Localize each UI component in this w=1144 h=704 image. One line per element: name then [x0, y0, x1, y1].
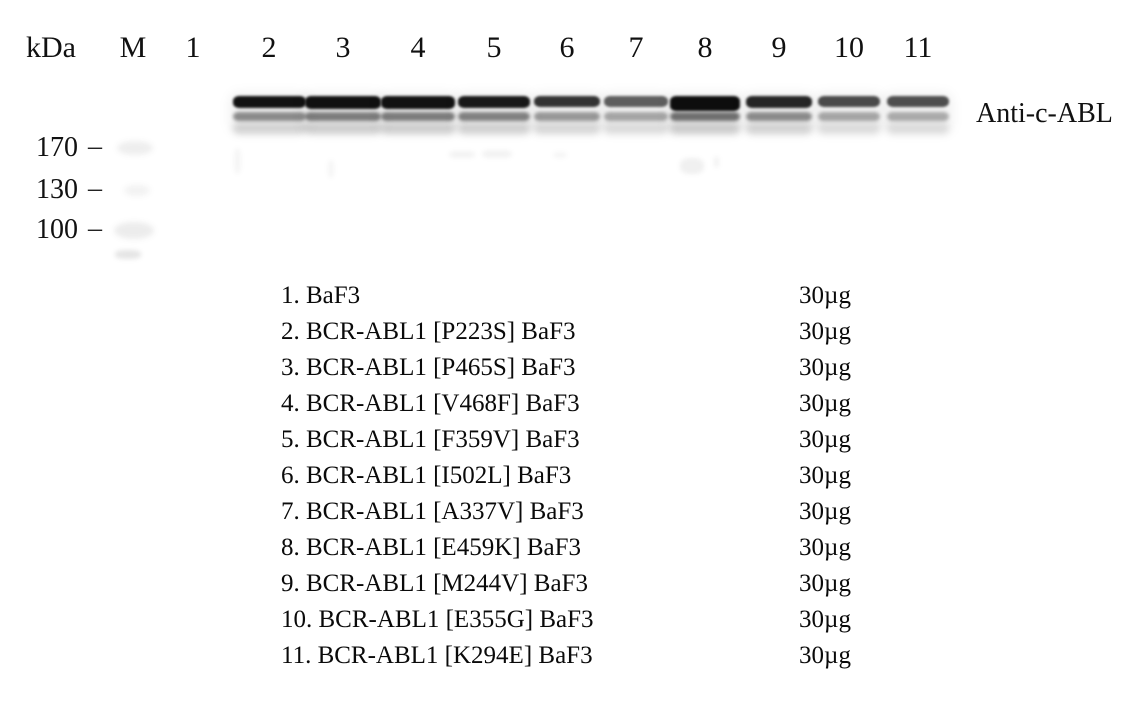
lane-label-11: 11 — [903, 31, 933, 64]
lane-band-bottom — [458, 112, 530, 121]
lane-label-M: M — [119, 31, 147, 64]
lane-label-4: 4 — [410, 31, 426, 64]
legend-amount: 30µg — [799, 534, 851, 561]
legend-amount: 30µg — [799, 354, 851, 381]
marker-tick-label: 130 — [36, 174, 78, 205]
legend-row: 10. BCR-ABL1 [E355G] BaF3 30µg — [281, 602, 941, 638]
lane-label-3: 3 — [335, 31, 351, 64]
lane-band-top — [305, 96, 381, 109]
legend-row: 4. BCR-ABL1 [V468F] BaF3 30µg — [281, 386, 941, 422]
lane-smear — [458, 123, 530, 134]
lane-label-1: 1 — [185, 31, 201, 64]
lane-label-9: 9 — [771, 31, 787, 64]
legend-row: 8. BCR-ABL1 [E459K] BaF3 30µg — [281, 530, 941, 566]
legend-row: 6. BCR-ABL1 [I502L] BaF3 30µg — [281, 458, 941, 494]
lane-band-bottom — [534, 112, 600, 121]
lane-band-top — [534, 96, 600, 107]
legend-row: 2. BCR-ABL1 [P223S] BaF3 30µg — [281, 314, 941, 350]
legend-row: 11. BCR-ABL1 [K294E] BaF3 30µg — [281, 638, 941, 674]
lane-smear — [818, 123, 880, 134]
legend-sample: 10. BCR-ABL1 [E355G] BaF3 — [281, 606, 594, 633]
lane-band-top — [670, 96, 740, 111]
legend-amount: 30µg — [799, 606, 851, 633]
lane-smear — [670, 123, 740, 134]
artifact-smudge — [449, 151, 475, 158]
legend-row: 3. BCR-ABL1 [P465S] BaF3 30µg — [281, 350, 941, 386]
lane-band-bottom — [670, 112, 740, 121]
legend-sample: 7. BCR-ABL1 [A337V] BaF3 — [281, 498, 584, 525]
marker-band — [117, 141, 153, 155]
legend-sample: 4. BCR-ABL1 [V468F] BaF3 — [281, 390, 580, 417]
lane-band-bottom — [818, 112, 880, 121]
lane-band-top — [458, 96, 530, 108]
legend-amount: 30µg — [799, 390, 851, 417]
lane-smear — [305, 123, 381, 134]
legend-amount: 30µg — [799, 498, 851, 525]
artifact-smudge — [233, 148, 241, 174]
lane-label-5: 5 — [486, 31, 502, 64]
antibody-label: Anti-c-ABL — [976, 98, 1113, 129]
legend-row: 7. BCR-ABL1 [A337V] BaF3 30µg — [281, 494, 941, 530]
artifact-smudge — [328, 160, 334, 178]
legend-row: 1. BaF3 30µg — [281, 278, 941, 314]
lane-smear — [534, 123, 600, 134]
legend-sample: 11. BCR-ABL1 [K294E] BaF3 — [281, 642, 593, 669]
artifact-smudge — [553, 152, 567, 158]
marker-tick-dash: – — [88, 173, 102, 204]
marker-tick-label: 170 — [36, 132, 78, 163]
lane-band-top — [818, 96, 880, 107]
lane-band-bottom — [887, 112, 949, 121]
lane-band-top — [887, 96, 949, 107]
legend-sample: 8. BCR-ABL1 [E459K] BaF3 — [281, 534, 581, 561]
lane-smear — [381, 123, 455, 134]
marker-band — [114, 221, 154, 239]
artifact-smudge — [713, 156, 719, 168]
legend-amount: 30µg — [799, 462, 851, 489]
lane-label-8: 8 — [697, 31, 713, 64]
lane-band-top — [381, 96, 455, 109]
legend-sample: 5. BCR-ABL1 [F359V] BaF3 — [281, 426, 580, 453]
legend-amount: 30µg — [799, 318, 851, 345]
lane-band-bottom — [381, 112, 455, 121]
legend-sample: 3. BCR-ABL1 [P465S] BaF3 — [281, 354, 576, 381]
lane-band-top — [604, 96, 668, 107]
lane-smear — [232, 123, 306, 134]
artifact-smudge — [115, 250, 141, 259]
lane-band-top — [746, 96, 812, 108]
lane-band-bottom — [305, 112, 381, 121]
lane-label-10: 10 — [834, 31, 864, 64]
lane-smear — [746, 123, 812, 134]
legend-sample: 1. BaF3 — [281, 282, 361, 309]
legend-amount: 30µg — [799, 642, 851, 669]
lane-band-bottom — [232, 112, 306, 121]
marker-tick-label: 100 — [36, 214, 78, 245]
lane-band-bottom — [746, 112, 812, 121]
legend-amount: 30µg — [799, 426, 851, 453]
marker-band — [124, 184, 150, 196]
legend-sample: 9. BCR-ABL1 [M244V] BaF3 — [281, 570, 588, 597]
sample-legend: 1. BaF3 30µg 2. BCR-ABL1 [P223S] BaF3 30µg 3… — [281, 278, 941, 674]
lane-label-2: 2 — [261, 31, 277, 64]
marker-tick-dash: – — [88, 131, 102, 162]
legend-sample: 6. BCR-ABL1 [I502L] BaF3 — [281, 462, 572, 489]
legend-amount: 30µg — [799, 570, 851, 597]
lane-smear — [887, 123, 949, 134]
lane-label-6: 6 — [559, 31, 575, 64]
lane-band-bottom — [604, 112, 668, 121]
lane-smear — [604, 123, 668, 134]
marker-tick-dash: – — [88, 213, 102, 244]
artifact-smudge — [680, 158, 704, 174]
legend-row: 9. BCR-ABL1 [M244V] BaF3 30µg — [281, 566, 941, 602]
legend-amount: 30µg — [799, 282, 851, 309]
legend-sample: 2. BCR-ABL1 [P223S] BaF3 — [281, 318, 576, 345]
legend-row: 5. BCR-ABL1 [F359V] BaF3 30µg — [281, 422, 941, 458]
artifact-smudge — [482, 150, 512, 158]
lane-label-7: 7 — [628, 31, 644, 64]
lane-band-top — [232, 96, 306, 108]
kda-unit-label: kDa — [26, 31, 76, 64]
